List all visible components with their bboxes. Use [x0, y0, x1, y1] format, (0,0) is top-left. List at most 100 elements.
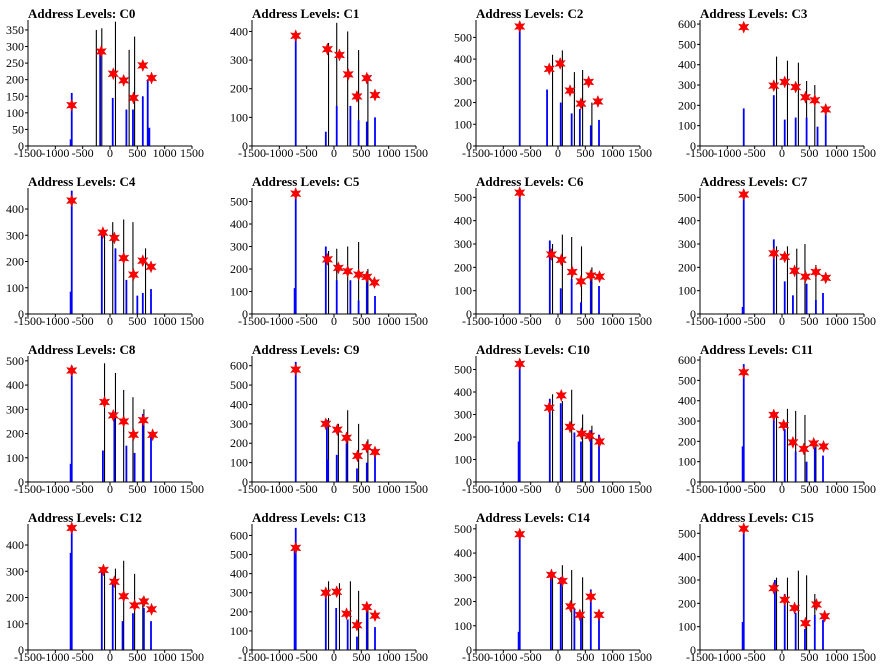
x-tick-label: 0: [779, 314, 785, 328]
y-tick-label: 500: [230, 378, 248, 392]
red-star-marker: [779, 75, 791, 89]
red-star-marker: [137, 254, 149, 268]
x-tick-label: 500: [800, 146, 818, 160]
red-star-marker: [545, 568, 558, 582]
x-tick-label: -1500: [14, 482, 42, 496]
red-star-marker: [545, 247, 558, 262]
chart-panel-c15: Address Levels: C15 0 100 200 300 400 500 -1500…: [672, 504, 896, 672]
chart-svg: 0 100 200 300 400 500 600 -1500 -1000 -500 0 500 100…: [230, 524, 428, 664]
y-tick-label: 100: [6, 281, 24, 295]
chart-panel-c8: Address Levels: C8 0 100 200 300 400 500 -1500-…: [0, 336, 224, 504]
red-star-marker: [128, 598, 141, 612]
red-star-marker: [799, 270, 812, 284]
y-tick-label: 0: [242, 139, 248, 153]
x-tick-label: 0: [107, 314, 113, 328]
red-star-marker: [108, 575, 121, 589]
red-star-marker: [331, 423, 343, 437]
red-star-marker: [575, 427, 588, 441]
x-tick-label: 1500: [180, 146, 204, 160]
red-star-marker: [117, 251, 130, 265]
red-star-marker: [369, 445, 381, 459]
y-tick-label: 400: [454, 385, 472, 399]
chart-svg: 0 100 200 300 400 500 600 -1500 -1000 -500 0 500 100…: [678, 17, 876, 160]
red-star-marker: [97, 226, 109, 240]
x-tick-label: -1000: [265, 314, 293, 328]
red-star-marker: [332, 261, 345, 275]
red-star-marker: [333, 48, 346, 62]
red-star-marker: [768, 246, 780, 260]
red-star-marker: [368, 275, 381, 290]
red-star-marker: [369, 609, 381, 623]
y-tick-label: 400: [6, 538, 24, 552]
y-tick-label: 400: [678, 394, 696, 408]
x-tick-label: 500: [352, 482, 370, 496]
red-star-marker: [361, 71, 373, 85]
y-tick-label: 200: [678, 98, 696, 112]
red-star-marker: [352, 268, 365, 282]
x-tick-label: -1500: [238, 146, 266, 160]
x-tick-label: 500: [576, 314, 594, 328]
x-tick-label: -1000: [713, 146, 741, 160]
x-tick-label: 0: [107, 482, 113, 496]
y-tick-label: 250: [6, 56, 24, 70]
red-star-marker: [98, 395, 111, 409]
y-tick-label: 400: [678, 58, 696, 72]
x-tick-label: 0: [331, 650, 337, 664]
x-tick-label: 500: [800, 314, 818, 328]
y-tick-label: 300: [6, 40, 24, 54]
chart-panel-c5: Address Levels: C5 0 100 200 300 400 500 -1500-…: [224, 168, 448, 336]
red-star-marker: [543, 401, 555, 415]
y-tick-label: 200: [230, 262, 248, 276]
y-tick-label: 100: [230, 110, 248, 124]
x-tick-label: 0: [779, 482, 785, 496]
x-tick-label: -1500: [238, 650, 266, 664]
red-star-marker: [290, 29, 302, 43]
chart-svg: 0 100 200 300 400 -1500 -1000 -500 0 500 1000 1500: [6, 188, 204, 328]
x-tick-label: 0: [331, 482, 337, 496]
x-tick-label: 500: [128, 482, 146, 496]
chart-title: Address Levels: C3: [700, 6, 808, 21]
y-tick-label: 500: [454, 363, 472, 377]
y-tick-label: 0: [690, 475, 696, 489]
x-tick-label: 500: [576, 482, 594, 496]
red-star-marker: [331, 585, 343, 599]
x-tick-label: 1500: [180, 650, 204, 664]
chart-title: Address Levels: C11: [700, 342, 814, 357]
y-tick-label: 100: [678, 284, 696, 298]
chart-panel-c6: Address Levels: C6 0 100 200 300 400 500 -1500-…: [448, 168, 672, 336]
y-tick-label: 0: [466, 139, 472, 153]
x-tick-label: -500: [744, 650, 766, 664]
red-star-marker: [340, 607, 353, 621]
x-tick-label: -500: [744, 482, 766, 496]
red-star-marker: [555, 253, 567, 267]
x-tick-label: 1500: [628, 650, 652, 664]
x-tick-label: 1000: [377, 650, 401, 664]
red-star-marker: [117, 414, 130, 428]
chart-title: Address Levels: C9: [252, 342, 360, 357]
y-tick-label: 500: [454, 190, 472, 204]
y-tick-label: 500: [454, 522, 472, 536]
red-star-marker: [593, 270, 606, 284]
red-star-marker: [514, 357, 526, 371]
y-tick-label: 300: [678, 573, 696, 587]
chart-panel-c2: Address Levels: C2 0 100 200 300 400 500 -1500-…: [448, 0, 672, 168]
y-tick-label: 500: [678, 37, 696, 51]
red-star-marker: [66, 521, 78, 535]
red-star-marker: [789, 80, 802, 94]
y-tick-label: 300: [454, 74, 472, 88]
y-tick-label: 0: [690, 307, 696, 321]
chart-title: Address Levels: C10: [476, 342, 590, 357]
y-tick-label: 0: [18, 307, 24, 321]
red-star-marker: [341, 264, 354, 278]
red-star-marker: [818, 609, 831, 623]
x-tick-label: 0: [107, 146, 113, 160]
x-tick-label: -500: [744, 146, 766, 160]
x-tick-label: 500: [576, 146, 594, 160]
y-tick-label: 500: [678, 373, 696, 387]
x-tick-label: -500: [744, 314, 766, 328]
x-tick-label: 1500: [404, 314, 428, 328]
y-tick-label: 0: [18, 475, 24, 489]
y-tick-label: 100: [230, 456, 248, 470]
red-star-marker: [320, 417, 332, 431]
red-star-marker: [340, 431, 353, 445]
